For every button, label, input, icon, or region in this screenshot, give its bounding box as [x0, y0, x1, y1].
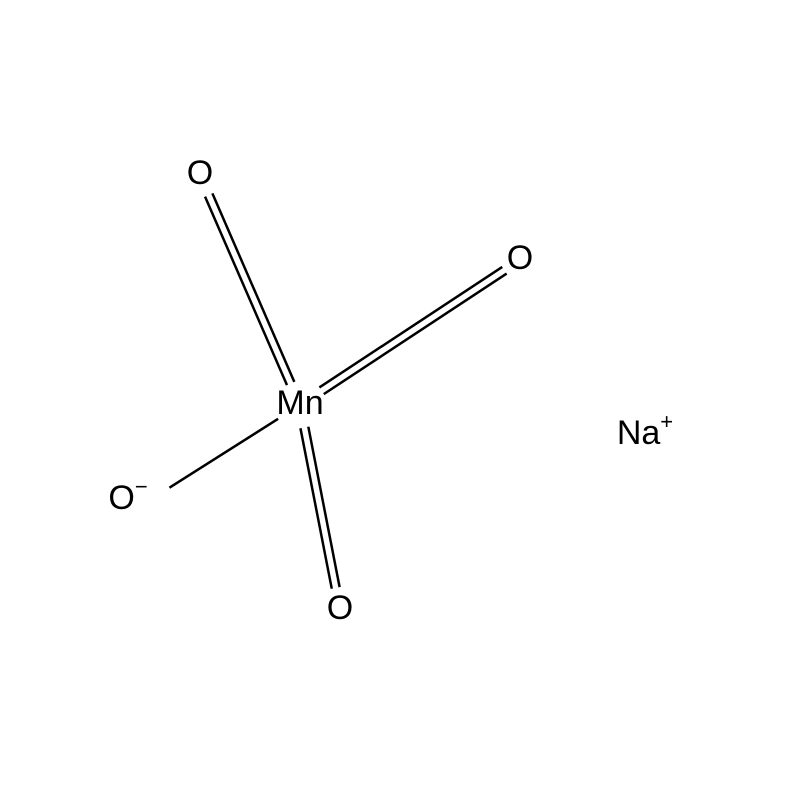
bond-double-0-b: [205, 197, 287, 385]
bond-double-2: [300, 428, 331, 588]
atom-O_top_left: O: [187, 154, 213, 192]
bond-double-1-b: [319, 267, 502, 388]
atom-Mn: Mn: [276, 384, 323, 422]
atom-O_minus: O−: [108, 474, 147, 517]
bond-double-0: [212, 193, 294, 381]
atom-O_bottom: O: [327, 589, 353, 627]
bonds-group: [169, 193, 506, 588]
bond-single-3: [169, 419, 278, 488]
molecule-diagram: Mn O O O O− Na+: [0, 0, 800, 800]
atom-Na_plus: Na+: [617, 409, 673, 452]
atoms-group: Mn O O O O− Na+: [108, 154, 673, 627]
bond-double-2-b: [308, 427, 339, 587]
bond-double-1: [324, 274, 507, 395]
atom-O_top_right: O: [507, 239, 533, 277]
